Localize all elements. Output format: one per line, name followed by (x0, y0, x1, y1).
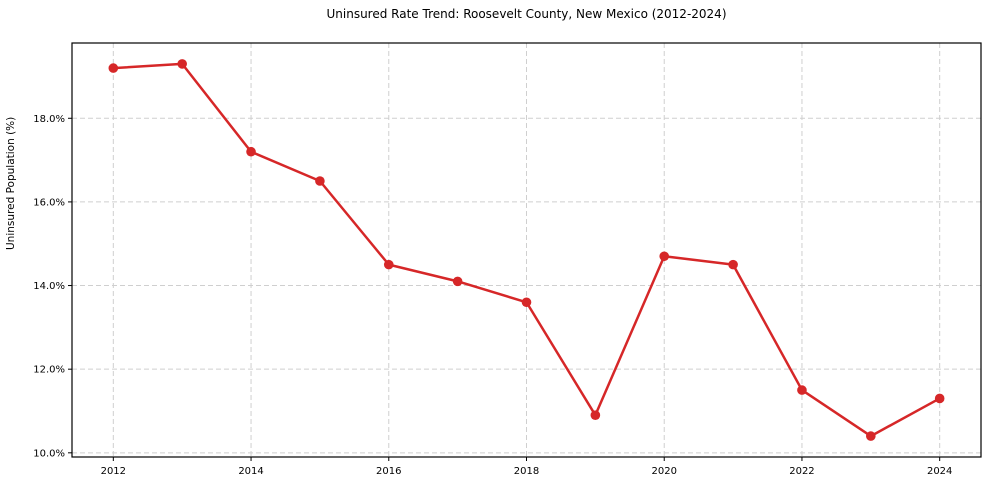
plot-border (71, 42, 982, 458)
y-tick-label: 18.0% (33, 114, 65, 125)
data-point-2018 (521, 297, 532, 308)
y-tick-label: 10.0% (33, 448, 65, 459)
data-point-2024 (934, 393, 945, 404)
data-point-2023 (866, 431, 876, 441)
y-tick-label: 12.0% (33, 365, 65, 376)
data-point-2020 (659, 251, 670, 262)
x-tick-label: 2014 (238, 466, 263, 477)
chart-title: Uninsured Rate Trend: Roosevelt County, … (326, 7, 727, 21)
x-tick-label: 2012 (101, 466, 126, 477)
data-point-2015 (315, 176, 325, 186)
data-point-2014 (246, 146, 256, 157)
y-tick-label: 14.0% (33, 281, 65, 292)
data-point-2022 (797, 385, 807, 395)
x-tick-label: 2018 (514, 466, 539, 477)
data-point-2013 (177, 59, 187, 69)
x-tick-label: 2020 (652, 466, 677, 477)
x-tick-label: 2022 (789, 466, 814, 477)
data-point-2012 (108, 63, 119, 73)
y-tick-label: 16.0% (33, 197, 65, 208)
data-point-2017 (452, 276, 463, 287)
x-tick-label: 2024 (927, 466, 952, 477)
x-tick-label: 2016 (376, 466, 401, 477)
data-point-2019 (590, 410, 601, 420)
data-point-2021 (728, 259, 738, 270)
data-point-2016 (383, 259, 394, 270)
